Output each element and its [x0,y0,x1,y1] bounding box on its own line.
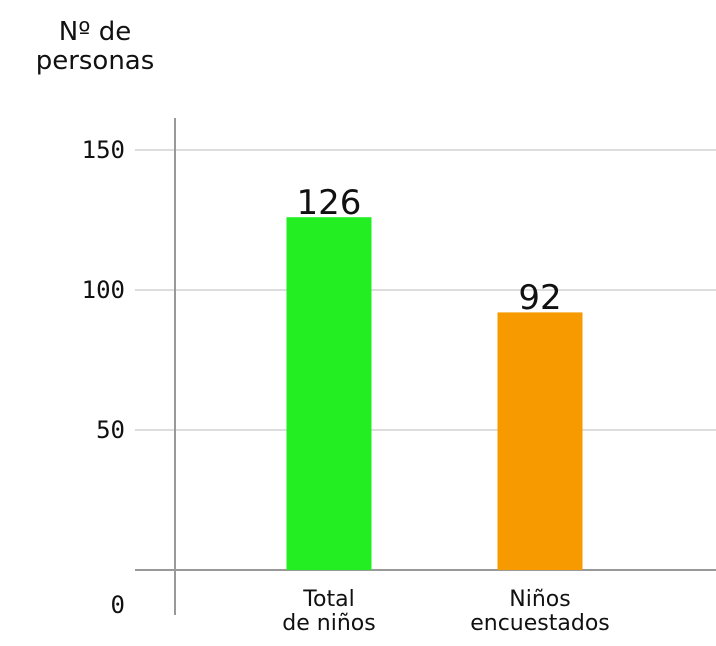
y-tick-label: 150 [81,136,125,164]
y-tick-label: 100 [81,276,125,304]
y-tick-label: 50 [96,416,125,444]
x-tick-label: Niños encuestados [470,587,610,637]
bar [286,217,372,570]
value-label: 92 [518,278,562,319]
bar [497,312,583,570]
x-tick-label: Total de niños [282,587,376,637]
value-label: 126 [296,183,362,224]
y-tick-label: 0 [110,591,125,619]
y-axis-label: Nº de personas [35,17,155,76]
